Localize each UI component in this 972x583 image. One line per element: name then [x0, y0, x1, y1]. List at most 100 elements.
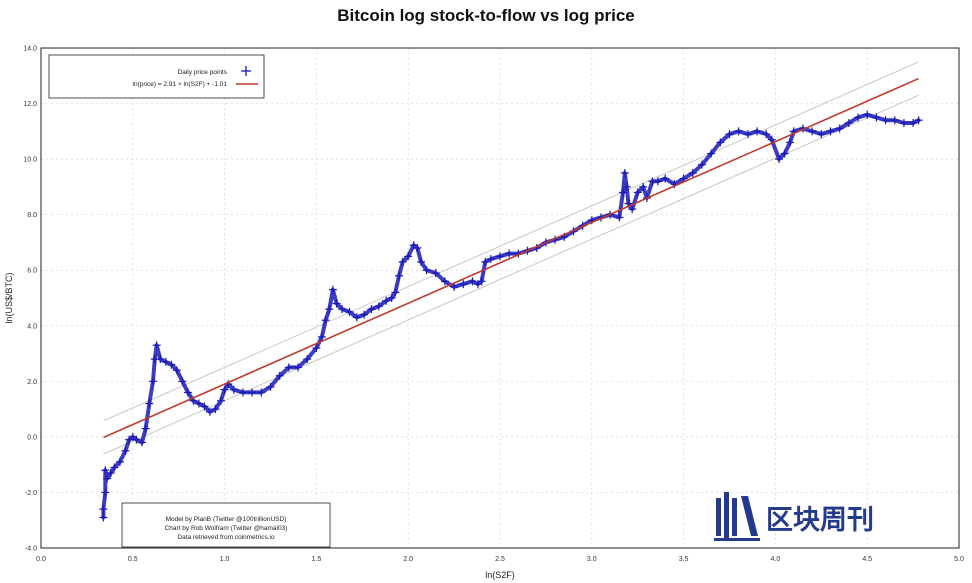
data-point — [661, 174, 670, 183]
data-point — [332, 299, 341, 308]
data-point — [505, 249, 514, 258]
data-point — [328, 285, 337, 294]
data-point — [99, 513, 108, 522]
x-tick-label: 0.5 — [128, 556, 138, 563]
credit-data: Data retrieved from coinmetrics.io — [177, 534, 275, 541]
grid-lines — [41, 48, 959, 548]
chart-title: Bitcoin log stock-to-flow vs log price — [337, 6, 635, 25]
data-point — [220, 385, 229, 394]
x-axis-label: ln(S2F) — [485, 570, 515, 580]
data-point — [417, 257, 426, 266]
data-point — [716, 138, 725, 147]
y-tick-label: 14.0 — [23, 46, 37, 53]
data-point — [468, 277, 477, 286]
credit-chart: Chart by Rob Wolfram (Twitter @hamal03) — [165, 525, 288, 532]
watermark-text: 区块周刊 — [766, 505, 874, 535]
data-point — [633, 188, 642, 197]
data-point — [156, 355, 165, 364]
data-point — [395, 271, 404, 280]
credit-model: Model by PlanB (Twitter @100trillionUSD) — [166, 516, 287, 523]
y-tick-label: 12.0 — [23, 101, 37, 108]
x-tick-label: 5.0 — [954, 556, 964, 563]
data-point — [762, 130, 771, 139]
data-point — [481, 257, 490, 266]
data-point — [382, 296, 391, 305]
y-tick-label: 4.0 — [27, 323, 37, 330]
data-point — [477, 277, 486, 286]
credits-box: Model by PlanB (Twitter @100trillionUSD)… — [121, 502, 331, 548]
data-point — [172, 366, 181, 375]
data-point — [338, 305, 347, 314]
data-point — [688, 169, 697, 177]
y-tick-label: 2.0 — [27, 379, 37, 386]
y-tick-label: 6.0 — [27, 268, 37, 275]
data-point — [431, 269, 440, 277]
data-point — [183, 388, 192, 397]
data-point — [229, 385, 238, 394]
watermark: 区块周刊 — [714, 492, 874, 541]
data-point — [496, 252, 504, 261]
x-tick-labels: 0.0 0.5 1.0 1.5 2.0 2.5 3.0 3.5 4.0 4.5 5.0 — [36, 556, 964, 563]
data-point — [205, 407, 214, 416]
data-point — [775, 155, 784, 164]
data-point — [863, 110, 872, 119]
x-tick-label: 1.5 — [312, 556, 322, 563]
data-point — [835, 124, 844, 133]
band-upper-line — [103, 61, 919, 422]
x-tick-label: 3.5 — [679, 556, 689, 563]
plot-area-frame — [40, 47, 960, 549]
data-point — [622, 182, 631, 191]
data-point — [914, 116, 923, 125]
data-point — [194, 399, 203, 408]
x-tick-label: 0.0 — [36, 556, 46, 563]
data-point — [486, 255, 495, 264]
data-point — [872, 113, 881, 122]
legend-box — [48, 54, 265, 99]
x-tick-label: 2.0 — [403, 556, 413, 563]
price-points — [99, 110, 923, 522]
data-point — [909, 119, 918, 127]
data-point — [780, 149, 789, 158]
data-point — [743, 130, 752, 139]
data-point — [216, 396, 225, 405]
data-point — [404, 252, 413, 261]
data-point — [844, 119, 853, 127]
data-point — [890, 116, 899, 125]
fit-line — [103, 77, 919, 439]
data-point — [639, 182, 648, 191]
data-point — [294, 363, 303, 372]
data-point — [200, 402, 209, 411]
data-point — [725, 130, 734, 139]
data-point — [238, 388, 247, 397]
data-point — [161, 357, 170, 366]
data-point — [137, 438, 146, 447]
x-tick-label: 3.0 — [587, 556, 597, 563]
data-point — [145, 399, 154, 408]
legend-marker-plus — [241, 66, 251, 76]
data-point — [110, 463, 119, 472]
data-point — [266, 382, 275, 391]
data-point — [367, 305, 376, 314]
data-point — [808, 127, 817, 136]
data-point — [325, 305, 334, 314]
data-point — [121, 446, 130, 455]
data-point — [141, 424, 150, 433]
data-point — [653, 177, 662, 186]
data-point — [391, 288, 400, 297]
credits-frame — [121, 502, 331, 548]
data-point — [413, 244, 422, 252]
y-tick-label: -2.0 — [25, 490, 37, 497]
data-point — [767, 135, 776, 144]
y-axis-label: ln(US$/BTC) — [4, 272, 14, 323]
band-lower-line — [103, 94, 919, 455]
data-point — [248, 388, 257, 397]
y-tick-label: -4.0 — [25, 546, 37, 553]
data-point — [619, 188, 628, 197]
data-point — [284, 363, 293, 372]
data-point — [450, 282, 459, 291]
legend: Daily price points ln(price) = 2.91 × ln… — [48, 54, 265, 99]
data-point — [817, 130, 826, 139]
data-point — [707, 149, 716, 158]
data-point — [398, 257, 407, 266]
data-point — [106, 469, 115, 477]
